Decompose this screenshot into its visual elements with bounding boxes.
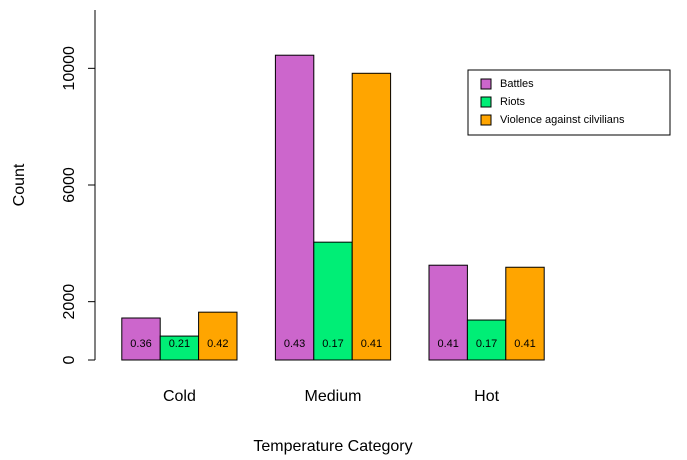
legend-label: Riots xyxy=(500,96,526,108)
legend-label: Battles xyxy=(500,78,534,90)
legend-swatch xyxy=(480,78,492,90)
bar-label: 0.43 xyxy=(284,338,305,350)
bar xyxy=(313,241,353,361)
bar xyxy=(121,317,161,361)
legend-box xyxy=(467,69,671,136)
y-tick-label: 10000 xyxy=(61,46,78,91)
legend-label: Violence against cilvilians xyxy=(500,114,625,126)
y-tick-label: 0 xyxy=(61,355,78,364)
bar-label: 0.41 xyxy=(437,338,458,350)
y-axis-title: Count xyxy=(11,163,28,206)
bar-label: 0.41 xyxy=(361,338,382,350)
bar-label: 0.42 xyxy=(207,338,228,350)
bar-label: 0.36 xyxy=(130,338,151,350)
bar-label: 0.41 xyxy=(514,338,535,350)
legend-swatch xyxy=(480,114,492,126)
x-tick-label: Cold xyxy=(163,388,196,405)
bar xyxy=(505,266,545,361)
legend-swatch xyxy=(480,96,492,108)
bar-label: 0.17 xyxy=(322,338,343,350)
bar xyxy=(198,311,238,361)
bar-label: 0.21 xyxy=(169,338,190,350)
x-tick-label: Hot xyxy=(474,388,499,405)
bar xyxy=(428,264,468,361)
bar xyxy=(351,72,392,361)
y-tick-label: 6000 xyxy=(61,167,78,203)
y-tick-label: 2000 xyxy=(61,284,78,320)
x-axis-title: Temperature Category xyxy=(253,438,412,455)
bar-label: 0.17 xyxy=(476,338,497,350)
bar xyxy=(274,54,315,361)
x-tick-label: Medium xyxy=(305,388,362,405)
